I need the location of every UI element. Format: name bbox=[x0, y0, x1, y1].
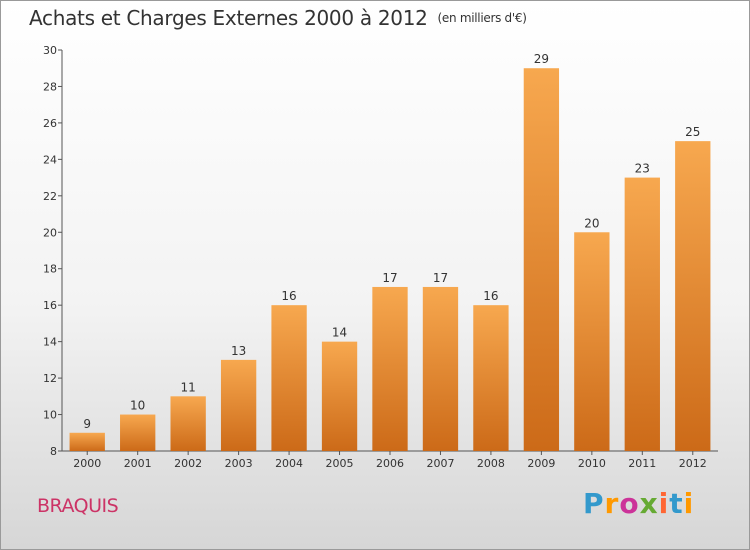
x-tick-label-2011: 2011 bbox=[628, 457, 656, 470]
chart-title: Achats et Charges Externes 2000 à 2012 (e… bbox=[29, 6, 527, 30]
x-tick-label-2007: 2007 bbox=[426, 457, 454, 470]
value-label-2000: 9 bbox=[83, 417, 91, 431]
bar-2011 bbox=[624, 177, 660, 451]
y-tick-label: 30 bbox=[43, 44, 57, 57]
x-tick-label-2001: 2001 bbox=[124, 457, 152, 470]
value-label-2005: 14 bbox=[332, 326, 347, 340]
y-tick-label: 10 bbox=[43, 409, 57, 422]
value-label-2011: 23 bbox=[635, 162, 650, 176]
x-tick-label-2012: 2012 bbox=[679, 457, 707, 470]
value-label-2002: 11 bbox=[181, 380, 196, 394]
value-label-2008: 16 bbox=[483, 289, 498, 303]
x-tick-label-2003: 2003 bbox=[225, 457, 253, 470]
value-label-2009: 29 bbox=[534, 52, 549, 66]
y-tick-label: 22 bbox=[43, 190, 57, 203]
x-tick-label-2006: 2006 bbox=[376, 457, 404, 470]
bar-2005 bbox=[321, 341, 358, 451]
bar-2003 bbox=[220, 359, 257, 451]
x-tick-label-2005: 2005 bbox=[326, 457, 354, 470]
bar-2001 bbox=[120, 414, 156, 451]
y-tick-label: 26 bbox=[43, 117, 57, 130]
bar-2007 bbox=[422, 286, 459, 451]
y-tick-label: 20 bbox=[43, 226, 57, 239]
value-label-2012: 25 bbox=[685, 125, 700, 139]
x-tick-label-2009: 2009 bbox=[527, 457, 555, 470]
x-tick-label-2002: 2002 bbox=[174, 457, 202, 470]
bar-2002 bbox=[170, 396, 206, 451]
unit-note: (en milliers d'€) bbox=[437, 11, 527, 25]
proxiti-logo: Proxiti bbox=[583, 487, 695, 520]
y-tick-label: 14 bbox=[43, 336, 57, 349]
y-tick-label: 16 bbox=[43, 299, 57, 312]
title-text: Achats et Charges Externes 2000 à 2012 bbox=[29, 6, 428, 30]
value-label-2006: 17 bbox=[382, 271, 397, 285]
x-tick-label-2000: 2000 bbox=[73, 457, 101, 470]
x-tick-label-2008: 2008 bbox=[477, 457, 505, 470]
bar-2009 bbox=[523, 68, 560, 452]
x-axis: 2000 2001 2002 2003 2004 2005 2006 2007 2008 2009… bbox=[62, 450, 718, 470]
value-label-2003: 13 bbox=[231, 344, 246, 358]
value-label-2004: 16 bbox=[281, 289, 296, 303]
x-tick-label-2010: 2010 bbox=[578, 457, 606, 470]
commune-name: BRAQUIS bbox=[37, 495, 119, 517]
y-tick-label: 18 bbox=[43, 263, 57, 276]
bar-2004 bbox=[271, 305, 307, 451]
bar-2012 bbox=[675, 141, 711, 452]
y-tick-label: 28 bbox=[43, 80, 57, 93]
bar-2006 bbox=[372, 286, 408, 451]
x-tick-label-2004: 2004 bbox=[275, 457, 303, 470]
bar-2010 bbox=[574, 232, 610, 451]
bar-2000 bbox=[69, 432, 105, 451]
bars: 9 10 11 13 16 14 17 17 16 29 20 23 25 bbox=[69, 52, 711, 452]
y-tick-label: 8 bbox=[50, 445, 57, 458]
value-label-2007: 17 bbox=[433, 271, 448, 285]
value-label-2010: 20 bbox=[584, 216, 599, 230]
y-axis: 8 10 12 14 16 18 20 22 24 26 28 30 bbox=[43, 44, 63, 458]
value-label-2001: 10 bbox=[130, 399, 145, 413]
bar-2008 bbox=[473, 305, 509, 451]
y-tick-label: 12 bbox=[43, 372, 57, 385]
y-tick-label: 24 bbox=[43, 153, 57, 166]
